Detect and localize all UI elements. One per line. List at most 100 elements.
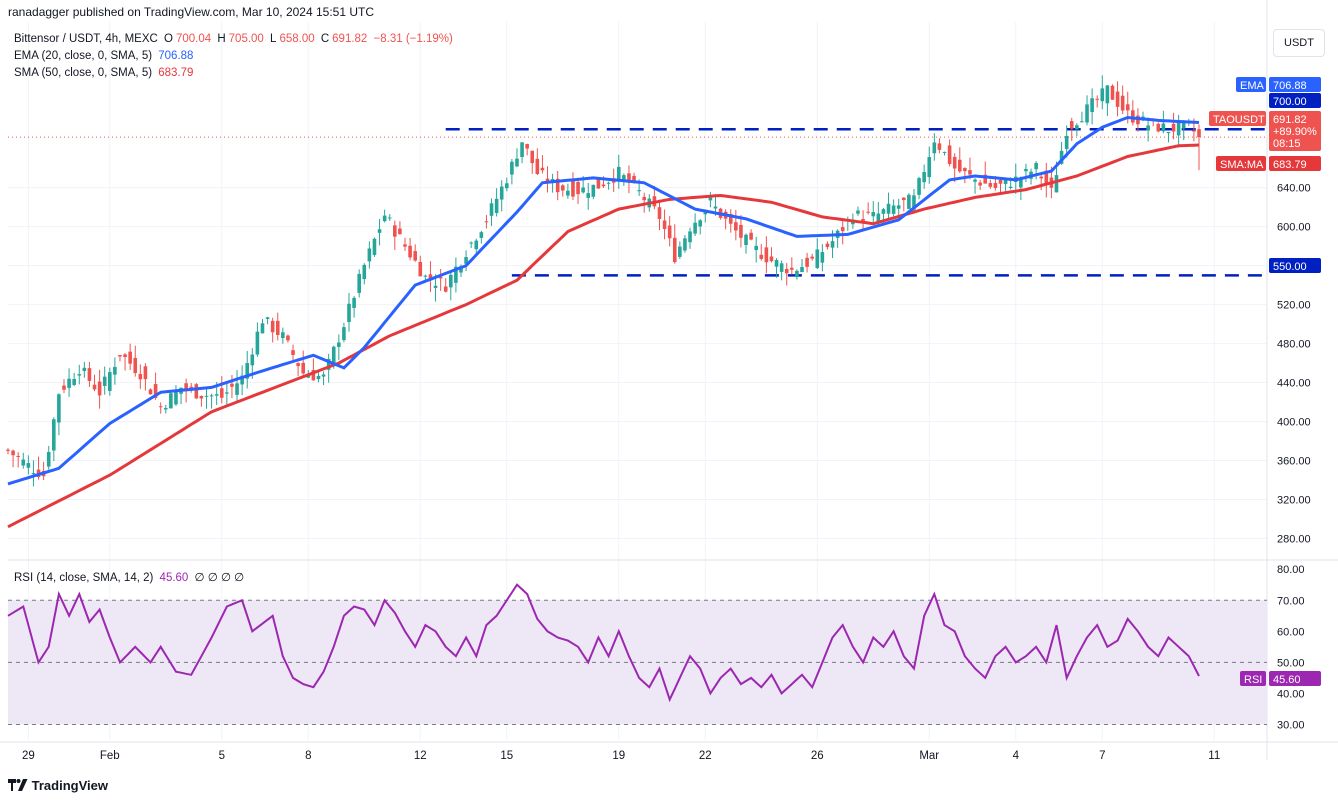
candle [469, 242, 473, 244]
candle [810, 256, 814, 259]
rsi-tag-label-text: RSI [1244, 674, 1262, 686]
candle [235, 383, 239, 395]
candle [881, 209, 886, 214]
candle [87, 368, 92, 381]
candle [606, 182, 611, 184]
candle [357, 273, 361, 293]
candle [118, 355, 122, 357]
candle [993, 182, 998, 188]
candle [306, 375, 311, 378]
currency-unit-button[interactable]: USDT [1273, 29, 1325, 57]
candle [270, 320, 275, 333]
candle [82, 367, 87, 372]
candle [947, 145, 952, 164]
candle [169, 393, 173, 409]
candle [92, 384, 97, 390]
candle [744, 234, 748, 246]
candle [326, 358, 331, 370]
candle [1176, 121, 1181, 136]
candle [240, 375, 244, 385]
candle [372, 238, 377, 255]
candle [734, 222, 738, 231]
time-axis-label: 19 [612, 750, 625, 762]
candle [418, 261, 423, 277]
candle [107, 372, 112, 391]
candle [494, 198, 499, 213]
candle [759, 254, 764, 259]
candle [632, 175, 636, 182]
candle [728, 214, 733, 224]
candle [815, 249, 820, 269]
candle [657, 207, 662, 220]
candle [479, 232, 484, 238]
candle [1024, 168, 1028, 172]
candle [642, 196, 647, 201]
symbol-name[interactable]: Bittensor / USDT, 4h, MEXC [14, 33, 158, 45]
candle [504, 183, 509, 189]
time-axis-label: 12 [414, 750, 427, 762]
candle [581, 187, 585, 193]
candle [438, 276, 443, 279]
candle [515, 158, 519, 167]
candle [1120, 95, 1125, 111]
candle [1059, 150, 1064, 164]
candle [713, 206, 718, 209]
level-700-tag-text: 700.00 [1273, 96, 1307, 108]
candle [591, 184, 596, 197]
candle [408, 245, 412, 258]
candle [413, 251, 417, 261]
candle [499, 186, 504, 200]
rsi-axis-label: 50.00 [1277, 657, 1305, 669]
candle [790, 267, 794, 270]
candle [937, 143, 942, 150]
sma-tag-label-text: SMA:MA [1220, 159, 1264, 171]
sma-legend[interactable]: SMA (50, close, 0, SMA, 5) 683.79 [14, 67, 194, 79]
candle [362, 264, 367, 280]
candle [907, 194, 911, 209]
rsi-band [8, 600, 1267, 725]
ema-legend[interactable]: EMA (20, close, 0, SMA, 5) 706.88 [14, 50, 194, 62]
candle [433, 285, 438, 288]
candle [97, 381, 102, 396]
candle [16, 455, 20, 457]
candle [1008, 186, 1013, 188]
candle [779, 263, 784, 272]
candle [749, 232, 753, 240]
candle [520, 142, 524, 158]
candle [840, 227, 845, 232]
candle [876, 213, 881, 223]
candle [316, 375, 321, 380]
candle [769, 256, 774, 262]
candle [459, 266, 463, 273]
candle [942, 151, 947, 153]
candle [484, 221, 489, 223]
candle [296, 363, 300, 367]
candle [764, 247, 769, 263]
last-price-tag-text: +89.90% [1273, 126, 1317, 138]
time-axis-label: 4 [1013, 750, 1020, 762]
candle [1197, 129, 1201, 138]
candle [209, 395, 214, 397]
candle [77, 374, 82, 376]
tradingview-logo[interactable]: TradingView [8, 778, 108, 793]
candle [1100, 88, 1105, 102]
candle [871, 212, 876, 217]
candle [57, 394, 61, 423]
last-price-symbol-tag [1209, 111, 1266, 126]
candle [891, 205, 896, 214]
price-axis-label: 520.00 [1277, 300, 1311, 312]
candle [1090, 98, 1094, 113]
price-change: −8.31 (−1.19%) [373, 33, 453, 45]
candle [260, 323, 265, 334]
sma-tag-value [1269, 156, 1321, 171]
last-price-tag [1269, 111, 1321, 151]
candle [265, 317, 270, 319]
candle [901, 197, 906, 201]
candle [952, 156, 957, 169]
candle [662, 220, 667, 230]
candle [31, 473, 36, 475]
rsi-legend[interactable]: RSI (14, close, SMA, 14, 2) 45.60 ∅ ∅ ∅ … [14, 572, 245, 584]
candle [1039, 176, 1044, 179]
candle [957, 159, 962, 172]
